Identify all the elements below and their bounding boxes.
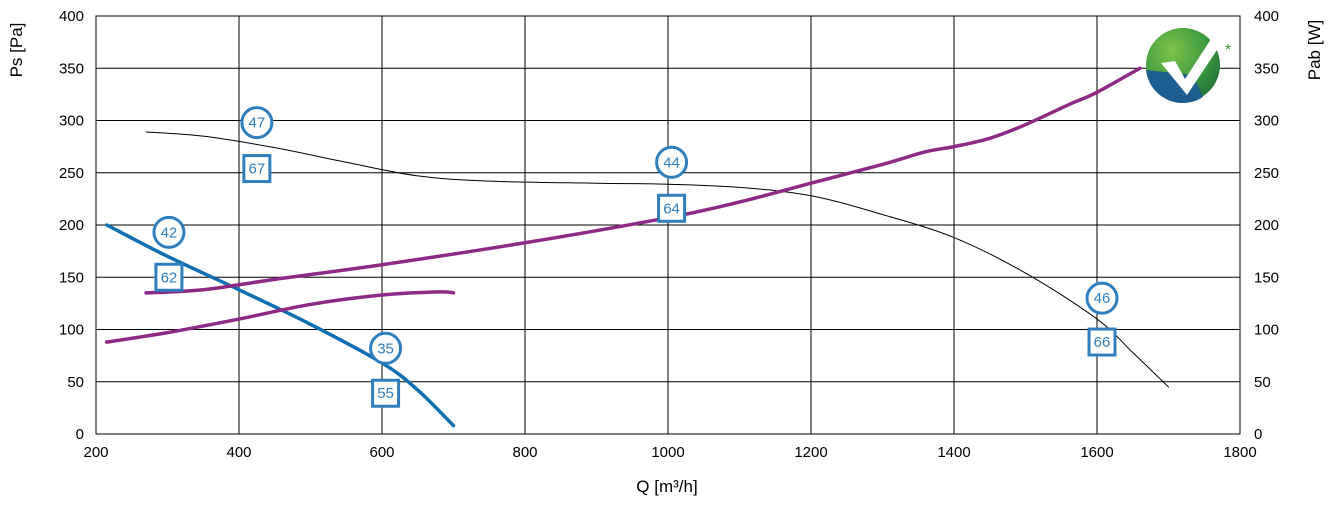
x-tick-label: 1600 (1080, 444, 1113, 461)
square-marker-box (371, 378, 401, 408)
y-right-tick-labels: 0 50 100 150 200 250 300 350 400 (1254, 8, 1279, 443)
square-marker-box (657, 193, 687, 223)
y-right-tick-label: 350 (1254, 60, 1279, 77)
series-line-1 (145, 131, 1169, 388)
circle-marker: 44 (655, 145, 689, 179)
marker-label: 46 (1094, 290, 1111, 307)
y-right-tick-label: 400 (1254, 8, 1279, 25)
y-left-tick-label: 0 (76, 426, 84, 443)
x-tick-label: 1200 (794, 444, 827, 461)
square-marker: 67 (242, 154, 272, 184)
marker-label: 62 (161, 269, 178, 286)
y-left-tick-label: 150 (59, 269, 84, 286)
circle-marker: 47 (240, 106, 274, 140)
x-tick-label: 1000 (651, 444, 684, 461)
y-left-tick-label: 200 (59, 217, 84, 234)
marker-label: 47 (249, 115, 266, 132)
circle-marker: 42 (152, 215, 186, 249)
y-right-tick-label: 100 (1254, 322, 1279, 339)
y-right-tick-label: 0 (1254, 426, 1262, 443)
y-left-tick-labels: 0 50 100 150 200 250 300 350 400 (59, 8, 84, 443)
y-left-tick-label: 300 (59, 113, 84, 130)
square-marker: 66 (1087, 327, 1117, 357)
marker-label: 35 (377, 340, 394, 357)
marker-label: 64 (663, 200, 680, 217)
x-axis-title: Q [m³/h] (636, 477, 697, 496)
marker-label: 44 (663, 154, 680, 171)
y-right-tick-label: 200 (1254, 217, 1279, 234)
marker-label: 66 (1094, 334, 1111, 351)
x-tick-labels: 200 400 600 800 1000 1200 1400 1600 1800 (83, 444, 1256, 461)
y-right-tick-label: 150 (1254, 269, 1279, 286)
annotation-markers: 47 67 42 62 35 55 44 64 46 66 (152, 106, 1119, 408)
x-tick-label: 200 (83, 444, 108, 461)
square-marker: 64 (657, 193, 687, 223)
x-tick-label: 400 (226, 444, 251, 461)
y-left-tick-label: 350 (59, 60, 84, 77)
circle-marker-ring (1085, 281, 1119, 315)
circle-marker-ring (152, 215, 186, 249)
square-marker-box (242, 154, 272, 184)
grid (95, 15, 1241, 435)
y-right-tick-label: 50 (1254, 374, 1271, 391)
square-marker: 62 (154, 262, 184, 292)
marker-label: 55 (377, 385, 394, 402)
x-tick-label: 1400 (937, 444, 970, 461)
circle-marker: 46 (1085, 281, 1119, 315)
x-tick-label: 800 (512, 444, 537, 461)
y-left-tick-label: 400 (59, 8, 84, 25)
square-marker: 55 (371, 378, 401, 408)
y-right-tick-label: 250 (1254, 165, 1279, 182)
series-line-0 (104, 223, 456, 428)
marker-label: 67 (249, 161, 266, 178)
y-left-tick-label: 250 (59, 165, 84, 182)
y-left-axis-title: Ps [Pa] (7, 23, 26, 78)
x-tick-label: 1800 (1223, 444, 1256, 461)
y-right-axis-title: Pab [W] (1305, 20, 1324, 80)
x-tick-label: 600 (369, 444, 394, 461)
y-left-tick-label: 100 (59, 322, 84, 339)
series-group (104, 66, 1169, 428)
series-line-2 (144, 66, 1142, 295)
circle-marker-ring (369, 331, 403, 365)
circle-marker-ring (655, 145, 689, 179)
circle-marker-ring (240, 106, 274, 140)
square-marker-box (1087, 327, 1117, 357)
circle-marker: 35 (369, 331, 403, 365)
checkmark-logo-icon: * (1146, 28, 1231, 104)
square-marker-box (154, 262, 184, 292)
series-line-3 (104, 290, 456, 344)
y-left-tick-label: 50 (67, 374, 84, 391)
marker-label: 42 (161, 224, 178, 241)
logo-asterisk: * (1225, 42, 1231, 59)
y-right-tick-label: 300 (1254, 113, 1279, 130)
